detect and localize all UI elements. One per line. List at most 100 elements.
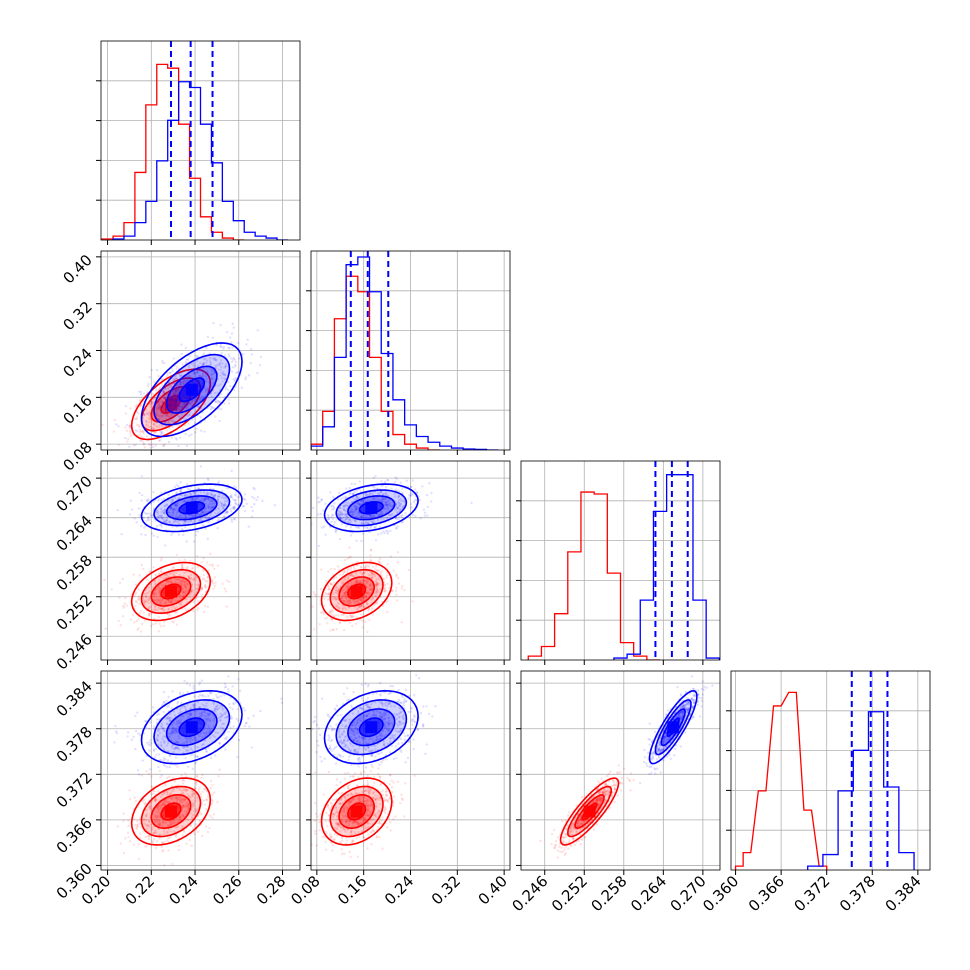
scatter-point xyxy=(383,480,387,483)
scatter-point xyxy=(146,412,149,415)
scatter-point xyxy=(337,568,340,572)
scatter-point xyxy=(152,427,155,431)
scatter-point xyxy=(345,501,348,504)
scatter-point xyxy=(164,520,167,524)
scatter-point xyxy=(209,363,212,366)
scatter-point xyxy=(386,610,389,614)
scatter-point xyxy=(160,571,163,574)
scatter-point xyxy=(174,508,178,511)
scatter-point xyxy=(216,498,220,501)
scatter-point xyxy=(214,415,217,418)
scatter-point xyxy=(210,374,213,377)
scatter-point xyxy=(342,599,345,603)
scatter-point xyxy=(344,512,348,516)
scatter-point xyxy=(159,776,162,779)
scatter-point xyxy=(163,799,166,803)
scatter-point xyxy=(313,592,316,596)
scatter-point xyxy=(118,581,122,585)
scatter-point xyxy=(169,416,172,419)
scatter-point xyxy=(206,497,210,500)
scatter-point xyxy=(101,423,104,427)
scatter-point xyxy=(350,615,353,619)
scatter-point xyxy=(351,492,355,496)
scatter-point xyxy=(184,756,187,760)
scatter-point xyxy=(124,837,127,840)
scatter-point xyxy=(350,582,354,585)
scatter-point xyxy=(191,794,195,798)
scatter-point xyxy=(155,407,158,410)
scatter-point xyxy=(363,579,366,583)
scatter-point xyxy=(200,511,204,514)
scatter-point xyxy=(181,782,185,785)
scatter-point xyxy=(184,406,188,409)
scatter-point xyxy=(230,520,234,523)
scatter-point xyxy=(156,405,159,409)
scatter-point xyxy=(187,805,190,808)
scatter-point xyxy=(159,587,163,591)
scatter-point xyxy=(218,361,222,365)
scatter-point xyxy=(130,738,133,742)
scatter-point xyxy=(122,851,126,855)
scatter-point xyxy=(144,408,148,411)
scatter-point xyxy=(201,500,205,503)
scatter-point xyxy=(174,520,177,523)
scatter-point xyxy=(353,505,356,508)
scatter-point xyxy=(175,729,178,732)
scatter-point xyxy=(179,481,182,484)
scatter-point xyxy=(178,389,181,392)
scatter-point xyxy=(244,377,247,381)
scatter-point xyxy=(204,695,207,698)
scatter-point xyxy=(183,798,186,801)
scatter-point xyxy=(187,794,191,798)
scatter-point xyxy=(183,571,186,574)
scatter-point xyxy=(338,506,342,509)
scatter-point xyxy=(371,498,375,501)
scatter-point xyxy=(348,613,352,617)
scatter-point xyxy=(208,506,211,509)
scatter-point xyxy=(144,533,147,537)
scatter-point xyxy=(191,793,194,796)
scatter-point xyxy=(151,826,154,829)
scatter-point xyxy=(139,393,143,396)
scatter-point xyxy=(370,576,374,580)
scatter-point xyxy=(164,410,168,414)
scatter-point xyxy=(383,589,386,593)
scatter-point xyxy=(409,486,413,489)
scatter-point xyxy=(219,501,222,504)
scatter-point xyxy=(162,735,165,738)
scatter-point xyxy=(178,798,181,802)
scatter-point xyxy=(224,386,228,389)
scatter-point xyxy=(148,512,152,515)
scatter-point xyxy=(197,788,200,791)
scatter-point xyxy=(164,409,168,412)
scatter-point xyxy=(181,798,184,801)
scatter-point xyxy=(383,492,387,495)
scatter-point xyxy=(365,520,368,524)
scatter-point xyxy=(386,516,389,520)
scatter-point xyxy=(194,781,198,785)
scatter-point xyxy=(198,786,201,789)
scatter-point xyxy=(378,499,382,502)
scatter-point xyxy=(343,600,346,603)
scatter-point xyxy=(369,554,372,557)
scatter-point xyxy=(157,407,160,410)
scatter-point xyxy=(184,585,187,589)
scatter-point xyxy=(388,498,391,502)
scatter-point xyxy=(193,364,197,368)
scatter-point xyxy=(191,738,195,742)
scatter-point xyxy=(401,513,404,517)
scatter-point xyxy=(187,576,191,579)
scatter-point xyxy=(137,588,140,591)
scatter-point xyxy=(199,406,202,409)
scatter-point xyxy=(172,830,176,833)
scatter-point xyxy=(182,804,185,808)
panel-2-0 xyxy=(96,460,301,665)
scatter-point xyxy=(233,518,237,521)
scatter-point xyxy=(350,509,353,512)
histogram-step xyxy=(311,275,440,450)
scatter-point xyxy=(344,496,347,500)
scatter-point xyxy=(199,792,203,796)
scatter-point xyxy=(145,592,149,595)
scatter-point xyxy=(208,827,211,830)
scatter-point xyxy=(154,444,157,447)
